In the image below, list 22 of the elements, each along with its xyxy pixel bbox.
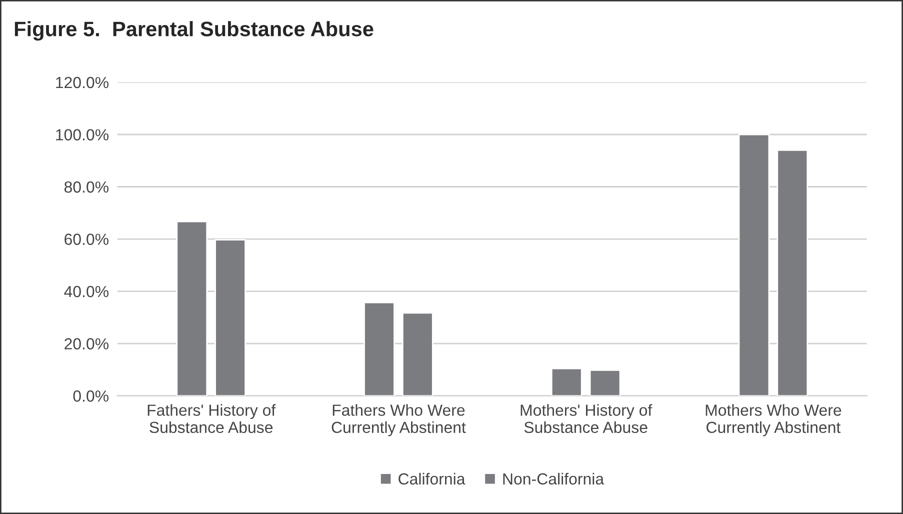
bar bbox=[776, 149, 808, 396]
bar bbox=[402, 312, 434, 396]
x-tick-label: Mothers' History of Substance Abuse bbox=[520, 404, 652, 434]
y-tick-label: 120.0% bbox=[56, 76, 108, 88]
legend-label: Non-California bbox=[503, 472, 604, 485]
bar bbox=[214, 239, 246, 396]
bar bbox=[364, 302, 395, 396]
x-tick-label: Fathers' History of Substance Abuse bbox=[148, 404, 276, 434]
y-tick-label: 20.0% bbox=[64, 338, 108, 350]
bar bbox=[176, 220, 208, 396]
y-tick-label: 0.0% bbox=[73, 390, 108, 402]
x-tick-label: Fathers Who Were Currently Abstinent bbox=[332, 404, 466, 436]
y-tick-label: 60.0% bbox=[64, 234, 108, 245]
bar bbox=[738, 134, 770, 396]
y-tick-label: 100.0% bbox=[56, 129, 108, 140]
y-tick-label: 40.0% bbox=[64, 286, 108, 298]
x-tick-label: Mothers Who Were Currently Abstinent bbox=[706, 404, 842, 436]
bar bbox=[550, 368, 582, 396]
legend-label: California bbox=[398, 472, 466, 485]
y-tick-label: 80.0% bbox=[64, 181, 108, 193]
chart-title: Figure 5. Parental Substance Abuse bbox=[14, 21, 374, 41]
bar bbox=[589, 369, 621, 396]
